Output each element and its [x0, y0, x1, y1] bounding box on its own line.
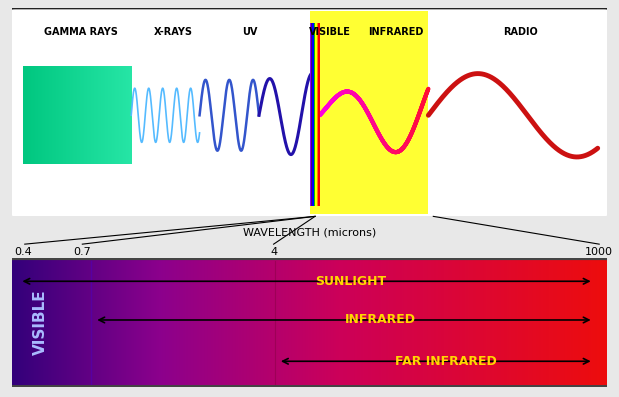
Text: INFRARED: INFRARED [345, 314, 417, 326]
Bar [315, 23, 317, 206]
Bar [313, 23, 314, 206]
Text: UV: UV [243, 27, 258, 37]
Text: FAR INFRARED: FAR INFRARED [396, 355, 497, 368]
Bar [314, 23, 315, 206]
Bar [310, 23, 311, 206]
Text: X-RAYS: X-RAYS [154, 27, 193, 37]
Text: INFRARED: INFRARED [368, 27, 423, 37]
Text: 4: 4 [270, 247, 277, 257]
Text: GAMMA RAYS: GAMMA RAYS [44, 27, 118, 37]
Text: 0.7: 0.7 [74, 247, 91, 257]
Text: RADIO: RADIO [503, 27, 538, 37]
Text: VISIBLE: VISIBLE [33, 290, 48, 355]
Bar [318, 23, 319, 206]
Text: WAVELENGTH (microns): WAVELENGTH (microns) [243, 227, 376, 237]
Text: 0.4: 0.4 [15, 247, 32, 257]
Bar [311, 23, 313, 206]
Text: VISIBLE: VISIBLE [310, 27, 351, 37]
Text: SUNLIGHT: SUNLIGHT [316, 275, 387, 288]
Text: 1000: 1000 [585, 247, 613, 257]
FancyBboxPatch shape [6, 8, 613, 218]
Bar [310, 11, 428, 214]
Bar [317, 23, 318, 206]
